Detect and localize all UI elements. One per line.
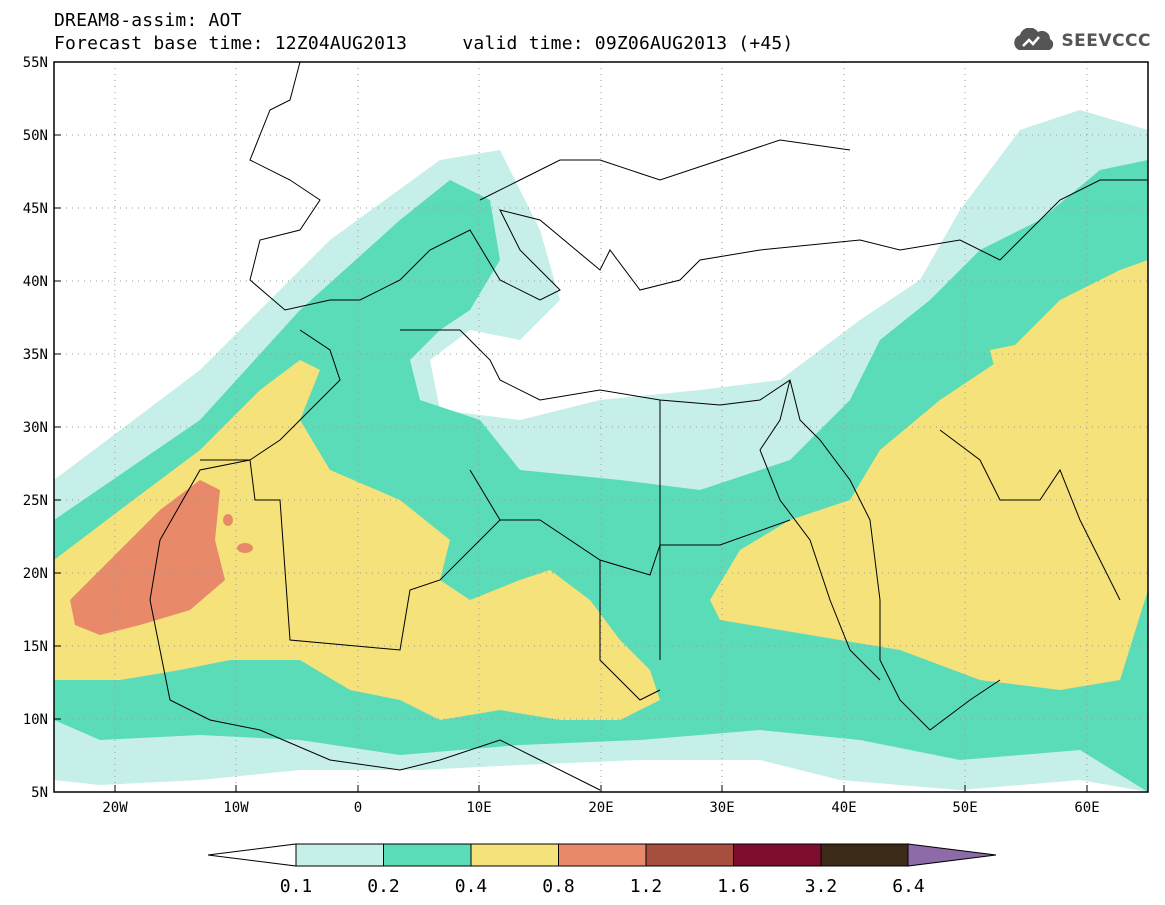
lat-label: 45N <box>23 201 48 217</box>
lat-label: 10N <box>23 712 48 728</box>
lon-label: 10W <box>223 800 249 816</box>
brand-name: SEEVCCC <box>1061 31 1151 51</box>
lat-label: 55N <box>23 55 48 71</box>
graticule <box>54 62 1148 792</box>
lat-label: 35N <box>23 347 48 363</box>
colorbar-swatch <box>295 843 384 867</box>
aot-band-0.4-patch <box>990 340 1080 400</box>
cloud-logo-icon <box>1014 28 1054 50</box>
colorbar-under-arrow <box>207 843 297 867</box>
lon-label: 0 <box>354 800 362 816</box>
lon-label: 30E <box>709 800 734 816</box>
colorbar-swatch <box>645 843 734 867</box>
colorbar-label: 6.4 <box>892 876 925 897</box>
colorbar-over-arrow <box>907 843 997 867</box>
brand-logo: SEEVCCC <box>1009 28 1151 54</box>
lon-label: 50E <box>952 800 977 816</box>
latitude-labels: 55N 50N 45N 40N 35N 30N 25N 20N 15N 10N … <box>23 55 48 801</box>
lon-label: 20W <box>102 800 128 816</box>
aot-band-0.4 <box>54 360 660 720</box>
colorbar-label: 0.2 <box>367 876 400 897</box>
lat-label: 20N <box>23 566 48 582</box>
colorbar-swatch <box>820 843 909 867</box>
lat-label: 40N <box>23 274 48 290</box>
aot-fields <box>54 62 1148 792</box>
lon-label: 10E <box>466 800 491 816</box>
lat-label: 5N <box>31 785 48 801</box>
colorbar-label: 0.4 <box>455 876 488 897</box>
lat-label: 30N <box>23 420 48 436</box>
colorbar-swatch <box>733 843 822 867</box>
lat-label: 50N <box>23 128 48 144</box>
colorbar-swatch <box>383 843 472 867</box>
colorbar-label: 3.2 <box>805 876 838 897</box>
lon-label: 40E <box>831 800 856 816</box>
colorbar: 0.1 0.2 0.4 0.8 1.2 1.6 3.2 6.4 <box>207 843 997 897</box>
colorbar-swatch <box>558 843 647 867</box>
colorbar-label: 1.2 <box>630 876 663 897</box>
lon-label: 20E <box>588 800 613 816</box>
coastlines <box>149 62 1148 791</box>
lat-label: 15N <box>23 639 48 655</box>
ticks <box>54 134 1088 792</box>
map-title: DREAM8-assim: AOT <box>54 10 242 31</box>
forecast-time-line: Forecast base time: 12Z04AUG2013 valid t… <box>54 33 794 54</box>
colorbar-label: 0.8 <box>542 876 575 897</box>
longitude-labels: 20W 10W 0 10E 20E 30E 40E 50E 60E <box>102 800 1099 816</box>
aot-band-0.8 <box>70 480 225 635</box>
lon-label: 60E <box>1074 800 1099 816</box>
colorbar-swatch <box>470 843 559 867</box>
colorbar-label: 1.6 <box>717 876 750 897</box>
lat-label: 25N <box>23 493 48 509</box>
colorbar-label: 0.1 <box>280 876 313 897</box>
